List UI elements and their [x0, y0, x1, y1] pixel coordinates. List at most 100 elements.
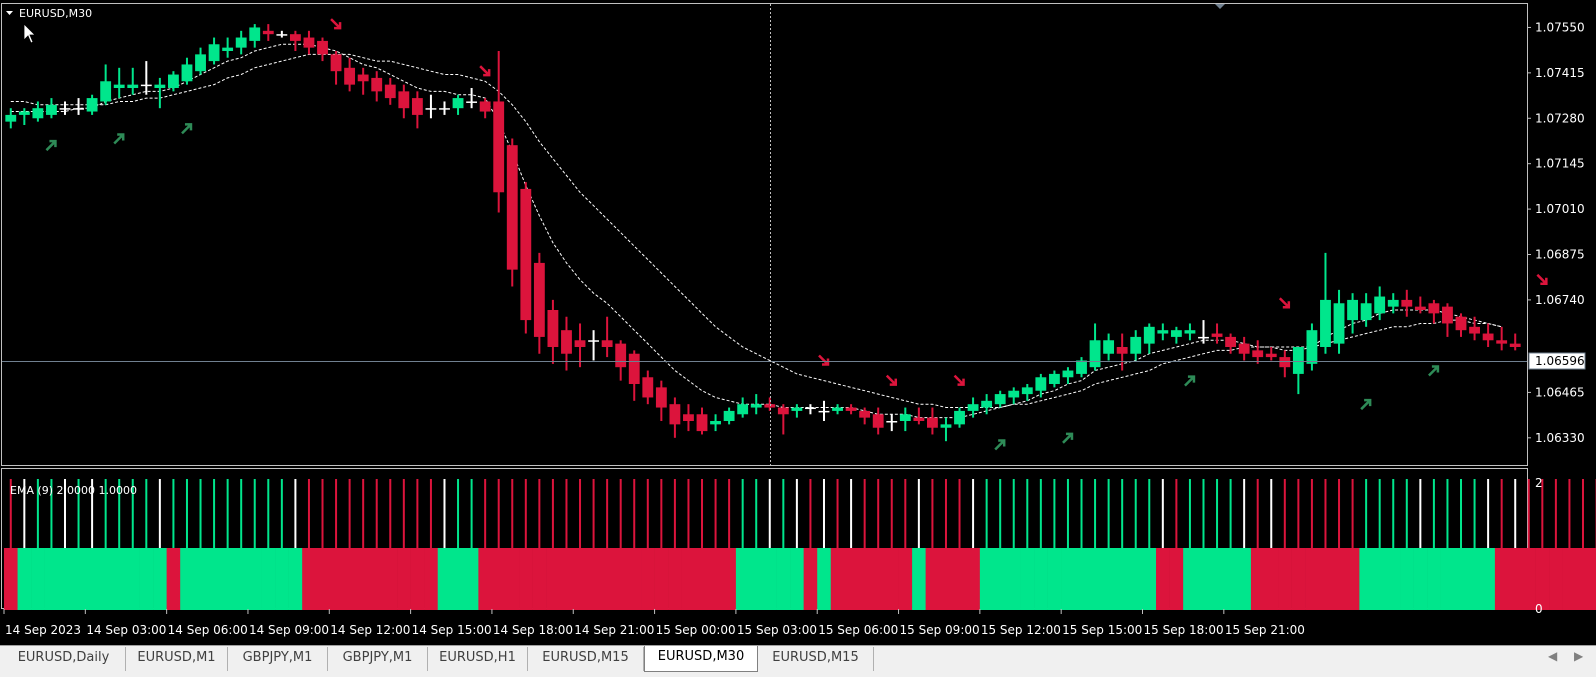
candle — [140, 61, 152, 95]
candle — [859, 407, 871, 425]
tab-eurusd-m1[interactable]: EURUSD,M1 — [126, 647, 228, 671]
candle — [1442, 303, 1453, 337]
indicator-bar — [247, 548, 262, 610]
candle — [818, 400, 830, 421]
sell-arrow-icon — [885, 374, 898, 386]
indicator-bar — [369, 548, 384, 610]
indicator-bar — [410, 548, 425, 610]
candle — [805, 404, 816, 415]
tab-gbpjpy-m1[interactable]: GBPJPY,M1 — [328, 647, 428, 671]
candle — [710, 414, 721, 432]
chart-area[interactable]: 1.07550 1.07415 1.07280 1.07145 1.07010 1.068… — [0, 0, 1596, 645]
time-tick-label: 14 Sep 09:00 — [249, 623, 329, 637]
indicator-tick-label: 0 — [1535, 602, 1543, 616]
candle — [249, 24, 261, 48]
candle — [994, 390, 1006, 408]
indicator-bar — [1562, 548, 1577, 610]
candle — [1387, 293, 1399, 314]
tab-eurusd-daily[interactable]: EURUSD,Daily — [2, 647, 126, 671]
indicator-bar — [1589, 548, 1596, 610]
candle — [967, 397, 979, 418]
indicator-bar — [125, 548, 140, 610]
indicator-bar — [4, 548, 18, 610]
indicator-bar — [1305, 548, 1319, 610]
candle — [276, 30, 288, 38]
price-tick-label: 1.06465 — [1535, 385, 1585, 399]
indicator-bar — [1088, 548, 1103, 610]
indicator-bar — [871, 548, 886, 610]
indicator-bar — [166, 548, 181, 610]
indicator-bar — [830, 548, 845, 610]
candle — [222, 37, 234, 58]
indicator-bar — [925, 548, 940, 610]
indicator-bar — [1427, 548, 1441, 610]
candle — [547, 299, 559, 364]
tab-scroll-left-icon[interactable]: ◀ — [1548, 649, 1558, 663]
candle — [1238, 336, 1250, 361]
indicator-bar — [966, 548, 981, 610]
candle — [981, 394, 993, 415]
tab-scroll-right-icon[interactable]: ▶ — [1574, 649, 1584, 663]
indicator-bar — [1115, 548, 1130, 610]
candle — [1265, 347, 1277, 361]
candle — [1170, 326, 1182, 344]
indicator-bar — [424, 548, 439, 610]
indicator-bar — [600, 548, 615, 610]
chart-tab-bar: EURUSD,Daily EURUSD,M1 GBPJPY,M1 GBPJPY,M1 E… — [0, 645, 1596, 677]
candle — [384, 77, 396, 105]
candle — [1116, 333, 1128, 371]
candle — [330, 51, 342, 85]
indicator-bar — [668, 548, 682, 610]
candle — [398, 84, 410, 119]
candle — [642, 370, 654, 405]
indicator-bar — [1278, 548, 1292, 610]
indicator-bar — [451, 548, 466, 610]
candle — [466, 88, 478, 109]
time-tick-label: 14 Sep 2023 — [5, 623, 81, 637]
candle — [506, 138, 518, 287]
candle — [1048, 370, 1060, 388]
indicator-bar — [912, 548, 926, 610]
dropdown-triangle-icon[interactable] — [6, 11, 13, 15]
candle — [1157, 323, 1169, 341]
candle — [493, 51, 505, 213]
candle — [1211, 323, 1223, 344]
candle — [615, 340, 627, 381]
tab-eurusd-m15[interactable]: EURUSD,M15 — [528, 647, 644, 671]
candle — [1130, 330, 1142, 361]
candle — [1347, 293, 1359, 334]
sell-arrow-icon — [953, 374, 965, 386]
indicator-bar — [1345, 548, 1360, 610]
indicator-bar — [437, 548, 452, 610]
indicator-bar — [993, 548, 1008, 610]
tab-gbpjpy-m1[interactable]: GBPJPY,M1 — [228, 647, 328, 671]
sell-arrow-icon — [479, 65, 491, 77]
candle — [750, 394, 762, 415]
candle — [1306, 323, 1318, 371]
candle — [1184, 323, 1196, 341]
tab-eurusd-m15[interactable]: EURUSD,M15 — [758, 647, 874, 671]
time-tick-label: 15 Sep 21:00 — [1225, 623, 1305, 637]
time-tick-label: 14 Sep 21:00 — [574, 623, 654, 637]
tab-eurusd-h1[interactable]: EURUSD,H1 — [428, 647, 528, 671]
candle — [452, 94, 464, 115]
candle — [628, 350, 640, 401]
candle — [1482, 323, 1494, 347]
time-tick-label: 15 Sep 00:00 — [656, 623, 736, 637]
indicator-bar — [153, 548, 167, 610]
indicator-bar — [1183, 548, 1198, 610]
candle — [18, 108, 30, 125]
indicator-bar — [979, 548, 994, 610]
candle — [1414, 296, 1426, 314]
candle — [1455, 313, 1467, 337]
price-tick-label: 1.07145 — [1535, 157, 1585, 171]
indicator-bar — [1223, 548, 1238, 610]
shift-marker-icon[interactable] — [1215, 4, 1225, 9]
indicator-bar — [586, 548, 601, 610]
price-tick-label: 1.07280 — [1535, 111, 1585, 125]
indicator-bar — [749, 548, 764, 610]
sell-arrow-icon — [330, 18, 342, 30]
symbol-header[interactable]: EURUSD,M30 — [6, 7, 92, 20]
tab-eurusd-m30[interactable]: EURUSD,M30 — [644, 646, 758, 672]
candle — [1360, 293, 1372, 327]
